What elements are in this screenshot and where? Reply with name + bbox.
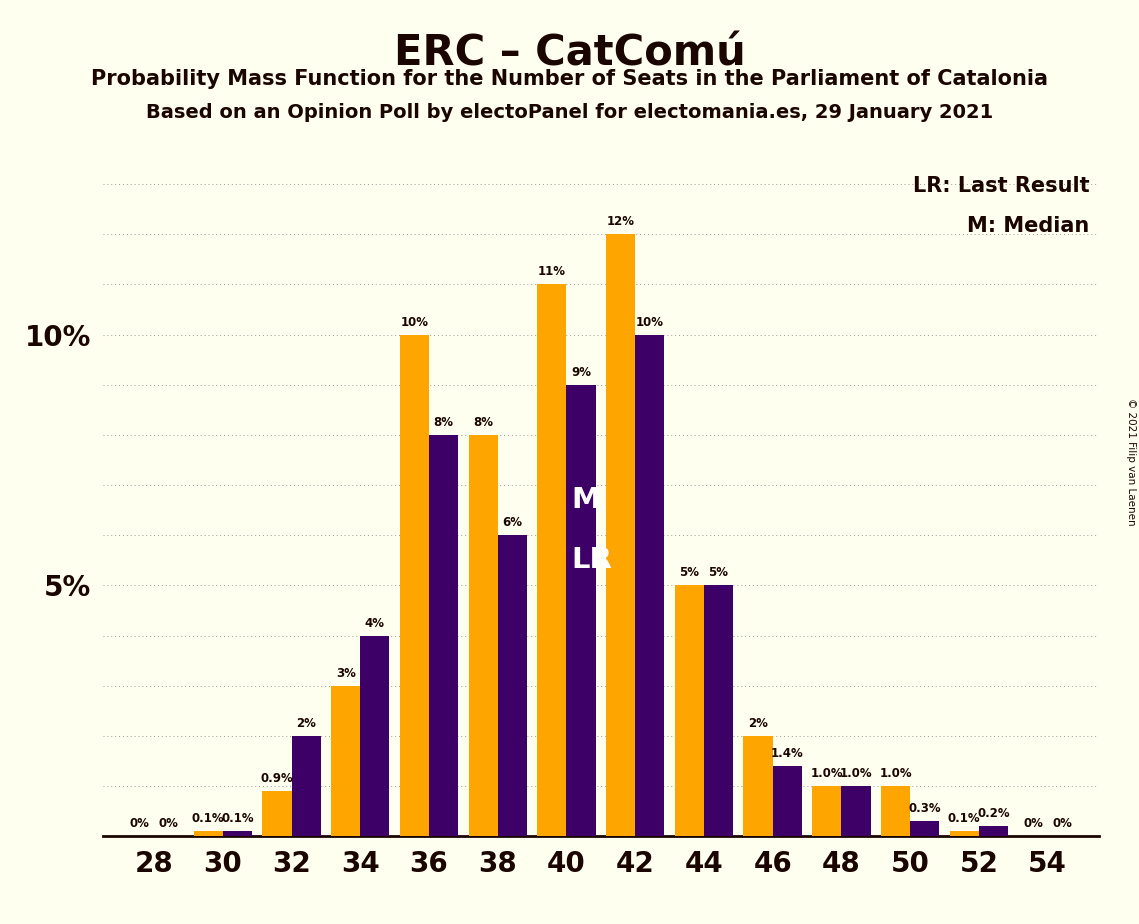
Bar <box>636 334 664 836</box>
Text: 4%: 4% <box>364 616 385 629</box>
Text: M: Median: M: Median <box>967 216 1089 237</box>
Text: LR: Last Result: LR: Last Result <box>912 176 1089 196</box>
Bar <box>538 285 566 836</box>
Text: 0%: 0% <box>130 817 149 830</box>
Bar <box>331 686 360 836</box>
Bar <box>842 786 870 836</box>
Bar <box>772 766 802 836</box>
Bar <box>468 435 498 836</box>
Bar <box>910 821 940 836</box>
Text: 0.1%: 0.1% <box>948 812 981 825</box>
Text: 1.4%: 1.4% <box>771 747 804 760</box>
Text: 1.0%: 1.0% <box>839 767 872 780</box>
Text: 10%: 10% <box>636 315 664 329</box>
Text: 0%: 0% <box>158 817 179 830</box>
Text: 1.0%: 1.0% <box>879 767 912 780</box>
Bar <box>880 786 910 836</box>
Text: 0.2%: 0.2% <box>977 808 1010 821</box>
Bar <box>704 586 734 836</box>
Bar <box>292 736 321 836</box>
Text: 2%: 2% <box>748 717 768 730</box>
Text: 6%: 6% <box>502 517 523 529</box>
Bar <box>360 636 390 836</box>
Bar <box>400 334 429 836</box>
Bar <box>674 586 704 836</box>
Bar <box>744 736 772 836</box>
Text: 0.9%: 0.9% <box>261 772 294 785</box>
Text: 10%: 10% <box>401 315 428 329</box>
Text: © 2021 Filip van Laenen: © 2021 Filip van Laenen <box>1126 398 1136 526</box>
Text: 1.0%: 1.0% <box>811 767 843 780</box>
Text: LR: LR <box>572 546 613 575</box>
Bar <box>262 791 292 836</box>
Text: 11%: 11% <box>538 265 566 278</box>
Text: 3%: 3% <box>336 667 355 680</box>
Text: Probability Mass Function for the Number of Seats in the Parliament of Catalonia: Probability Mass Function for the Number… <box>91 69 1048 90</box>
Text: 5%: 5% <box>708 566 729 579</box>
Text: Based on an Opinion Poll by electoPanel for electomania.es, 29 January 2021: Based on an Opinion Poll by electoPanel … <box>146 103 993 123</box>
Text: 0.1%: 0.1% <box>191 812 224 825</box>
Bar <box>566 384 596 836</box>
Text: 2%: 2% <box>296 717 316 730</box>
Bar <box>223 832 252 836</box>
Text: 0%: 0% <box>1052 817 1072 830</box>
Bar <box>498 535 527 836</box>
Text: 0%: 0% <box>1023 817 1043 830</box>
Text: 8%: 8% <box>473 416 493 429</box>
Text: 9%: 9% <box>571 366 591 379</box>
Bar <box>606 234 636 836</box>
Text: 5%: 5% <box>679 566 699 579</box>
Text: M: M <box>572 486 600 514</box>
Text: 0.1%: 0.1% <box>221 812 254 825</box>
Bar <box>950 832 978 836</box>
Bar <box>194 832 223 836</box>
Bar <box>429 435 458 836</box>
Text: 12%: 12% <box>607 215 634 228</box>
Bar <box>978 826 1008 836</box>
Text: 0.3%: 0.3% <box>909 802 941 815</box>
Text: ERC – CatComú: ERC – CatComú <box>394 32 745 74</box>
Text: 8%: 8% <box>434 416 453 429</box>
Bar <box>812 786 842 836</box>
